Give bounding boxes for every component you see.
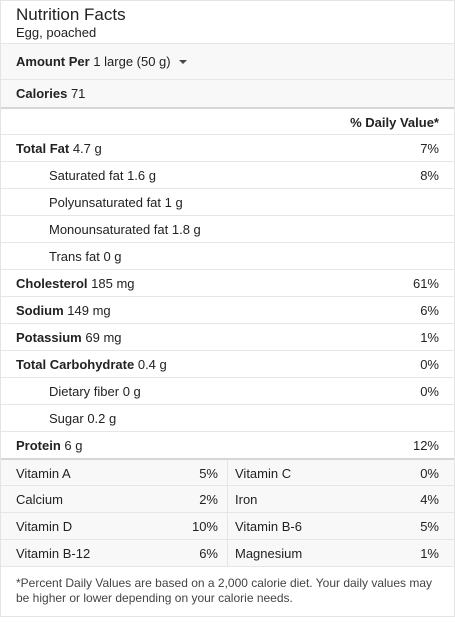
serving-size-value: 1 large (50 g) — [93, 54, 171, 69]
nutrient-row-sodium: Sodium 149 mg 6% — [1, 296, 454, 323]
vitamin-percent: 1% — [420, 546, 439, 561]
vitamin-name: Iron — [235, 492, 258, 507]
vitamin-percent: 10% — [191, 519, 218, 534]
nutrient-label: Trans fat — [49, 249, 100, 264]
nutrient-percent: 61% — [412, 276, 439, 291]
nutrient-label: Protein — [16, 438, 61, 453]
serving-section: Amount Per 1 large (50 g) Calories 71 — [1, 43, 454, 107]
nutrient-value: 1.6 g — [127, 168, 156, 183]
vitamin-percent: 4% — [420, 492, 439, 507]
nutrient-label: Cholesterol — [16, 276, 88, 291]
nutrient-label: Dietary fiber — [49, 384, 120, 399]
nutrient-row-dietary-fiber: Dietary fiber 0 g 0% — [1, 377, 454, 404]
nutrient-row-polyunsaturated-fat: Polyunsaturated fat 1 g — [1, 188, 454, 215]
nutrient-value: 185 mg — [91, 276, 135, 291]
nutrient-value: 1 g — [164, 195, 183, 210]
nutrition-header: Nutrition Facts Egg, poached — [1, 1, 454, 43]
nutrient-value: 0.4 g — [137, 357, 167, 372]
column-divider — [227, 460, 228, 485]
vitamin-name: Magnesium — [235, 546, 303, 561]
vitamin-name: Vitamin D — [16, 519, 73, 534]
vitamin-percent: 2% — [199, 492, 218, 507]
nutrition-title: Nutrition Facts — [16, 5, 126, 24]
calories-label: Calories — [16, 86, 68, 101]
column-divider — [227, 540, 228, 566]
nutrient-row-trans-fat: Trans fat 0 g — [1, 242, 454, 269]
nutrient-row-cholesterol: Cholesterol 185 mg 61% — [1, 269, 454, 296]
vitamin-name: Calcium — [16, 492, 63, 507]
vitamin-name: Vitamin A — [16, 466, 71, 481]
nutrient-value: 0 g — [103, 249, 122, 264]
nutrient-percent: 8% — [420, 168, 439, 183]
nutrient-label: Total Carbohydrate — [16, 357, 135, 372]
vitamin-percent: 0% — [420, 466, 439, 481]
vitamin-row: Vitamin A 5% Vitamin C 0% — [1, 458, 454, 485]
nutrient-row-protein: Protein 6 g 12% — [1, 431, 454, 458]
nutrient-label: Total Fat — [16, 141, 70, 156]
nutrient-percent: 7% — [420, 141, 439, 156]
nutrient-row-saturated-fat: Saturated fat 1.6 g 8% — [1, 161, 454, 188]
column-divider — [227, 513, 228, 539]
vitamin-percent: 5% — [420, 519, 439, 534]
vitamin-row: Vitamin D 10% Vitamin B-6 5% — [1, 512, 454, 539]
vitamin-name: Vitamin B-12 — [16, 546, 91, 561]
amount-per-label: Amount Per — [16, 54, 90, 69]
chevron-down-icon[interactable] — [178, 59, 187, 64]
daily-values-footnote: *Percent Daily Values are based on a 2,0… — [1, 566, 454, 626]
nutrient-value: 149 mg — [67, 303, 111, 318]
nutrient-label: Sodium — [16, 303, 64, 318]
amount-per-row: Amount Per 1 large (50 g) — [1, 43, 454, 79]
nutrient-row-total-carbohydrate: Total Carbohydrate 0.4 g 0% — [1, 350, 454, 377]
nutrient-label: Potassium — [16, 330, 82, 345]
vitamins-section: Vitamin A 5% Vitamin C 0% Calcium 2% Iro… — [1, 458, 454, 566]
food-name: Egg, poached — [16, 25, 97, 40]
nutrient-label: Monounsaturated fat — [49, 222, 169, 237]
nutrient-row-monounsaturated-fat: Monounsaturated fat 1.8 g — [1, 215, 454, 242]
vitamin-name: Vitamin B-6 — [235, 519, 302, 534]
vitamin-name: Vitamin C — [235, 466, 292, 481]
vitamin-percent: 6% — [199, 546, 218, 561]
calories-value: 71 — [70, 86, 86, 101]
nutrient-row-sugar: Sugar 0.2 g — [1, 404, 454, 431]
nutrient-value: 4.7 g — [72, 141, 102, 156]
nutrient-value: 0 g — [122, 384, 141, 399]
vitamin-row: Calcium 2% Iron 4% — [1, 485, 454, 512]
nutrient-percent: 6% — [420, 303, 439, 318]
nutrient-value: 0.2 g — [87, 411, 117, 426]
vitamin-percent: 5% — [199, 466, 218, 481]
nutrient-percent: 1% — [420, 330, 439, 345]
nutrient-label: Saturated fat — [49, 168, 124, 183]
nutrient-label: Sugar — [49, 411, 84, 426]
nutrient-value: 69 mg — [85, 330, 122, 345]
calories-row: Calories 71 — [1, 79, 454, 107]
nutrient-label: Polyunsaturated fat — [49, 195, 162, 210]
daily-value-header-row: % Daily Value* — [1, 107, 454, 134]
nutrient-percent: 12% — [412, 438, 439, 453]
nutrient-value: 1.8 g — [171, 222, 201, 237]
column-divider — [227, 486, 228, 512]
daily-value-header: % Daily Value* — [350, 115, 439, 130]
serving-size-selector[interactable]: 1 large (50 g) — [93, 54, 187, 69]
nutrient-percent: 0% — [420, 384, 439, 399]
nutrient-percent: 0% — [420, 357, 439, 372]
vitamin-row: Vitamin B-12 6% Magnesium 1% — [1, 539, 454, 566]
nutrient-row-total-fat: Total Fat 4.7 g 7% — [1, 134, 454, 161]
nutrient-row-potassium: Potassium 69 mg 1% — [1, 323, 454, 350]
nutrient-value: 6 g — [64, 438, 83, 453]
